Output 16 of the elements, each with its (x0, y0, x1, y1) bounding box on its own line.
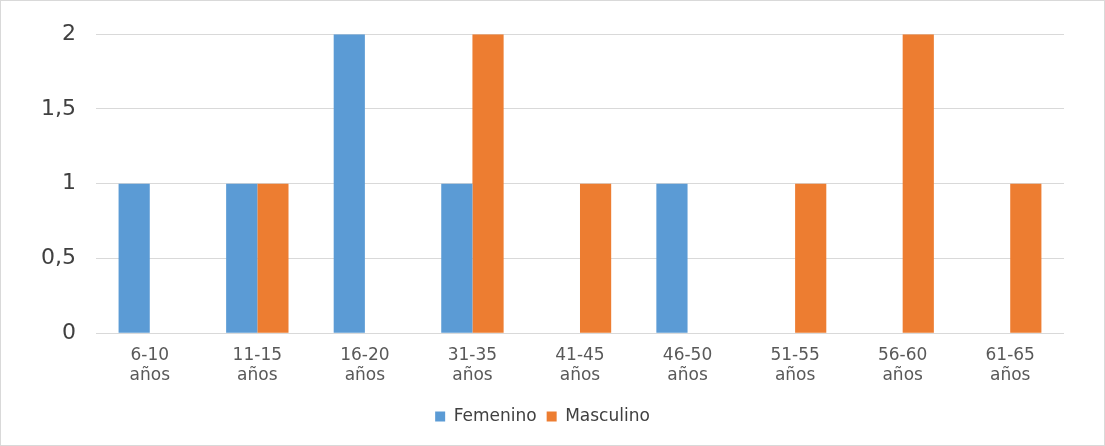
x-tick-label: 56-60 años (877, 343, 928, 385)
y-tick-label: 2 (61, 19, 76, 45)
x-tick-label: 11-15 años (232, 343, 283, 385)
x-tick-label: 31-35 años (447, 343, 498, 385)
y-tick-label: 1,5 (40, 94, 76, 120)
x-tick-label: 41-45 años (555, 343, 605, 385)
y-tick-label: 0,5 (40, 244, 76, 270)
legend-label: Masculino (565, 404, 650, 425)
legend-label: Femenino (453, 404, 537, 425)
x-tick-label: 61-65 años (985, 343, 1035, 385)
x-tick-label: 46-50 años (662, 343, 713, 385)
x-tick-label: 16-20 años (340, 343, 390, 385)
y-tick-label: 0 (61, 318, 76, 344)
y-tick-label: 1 (61, 169, 76, 195)
x-tick-label: 51-55 años (770, 343, 820, 385)
x-tick-label: 6-10 años (129, 343, 171, 385)
